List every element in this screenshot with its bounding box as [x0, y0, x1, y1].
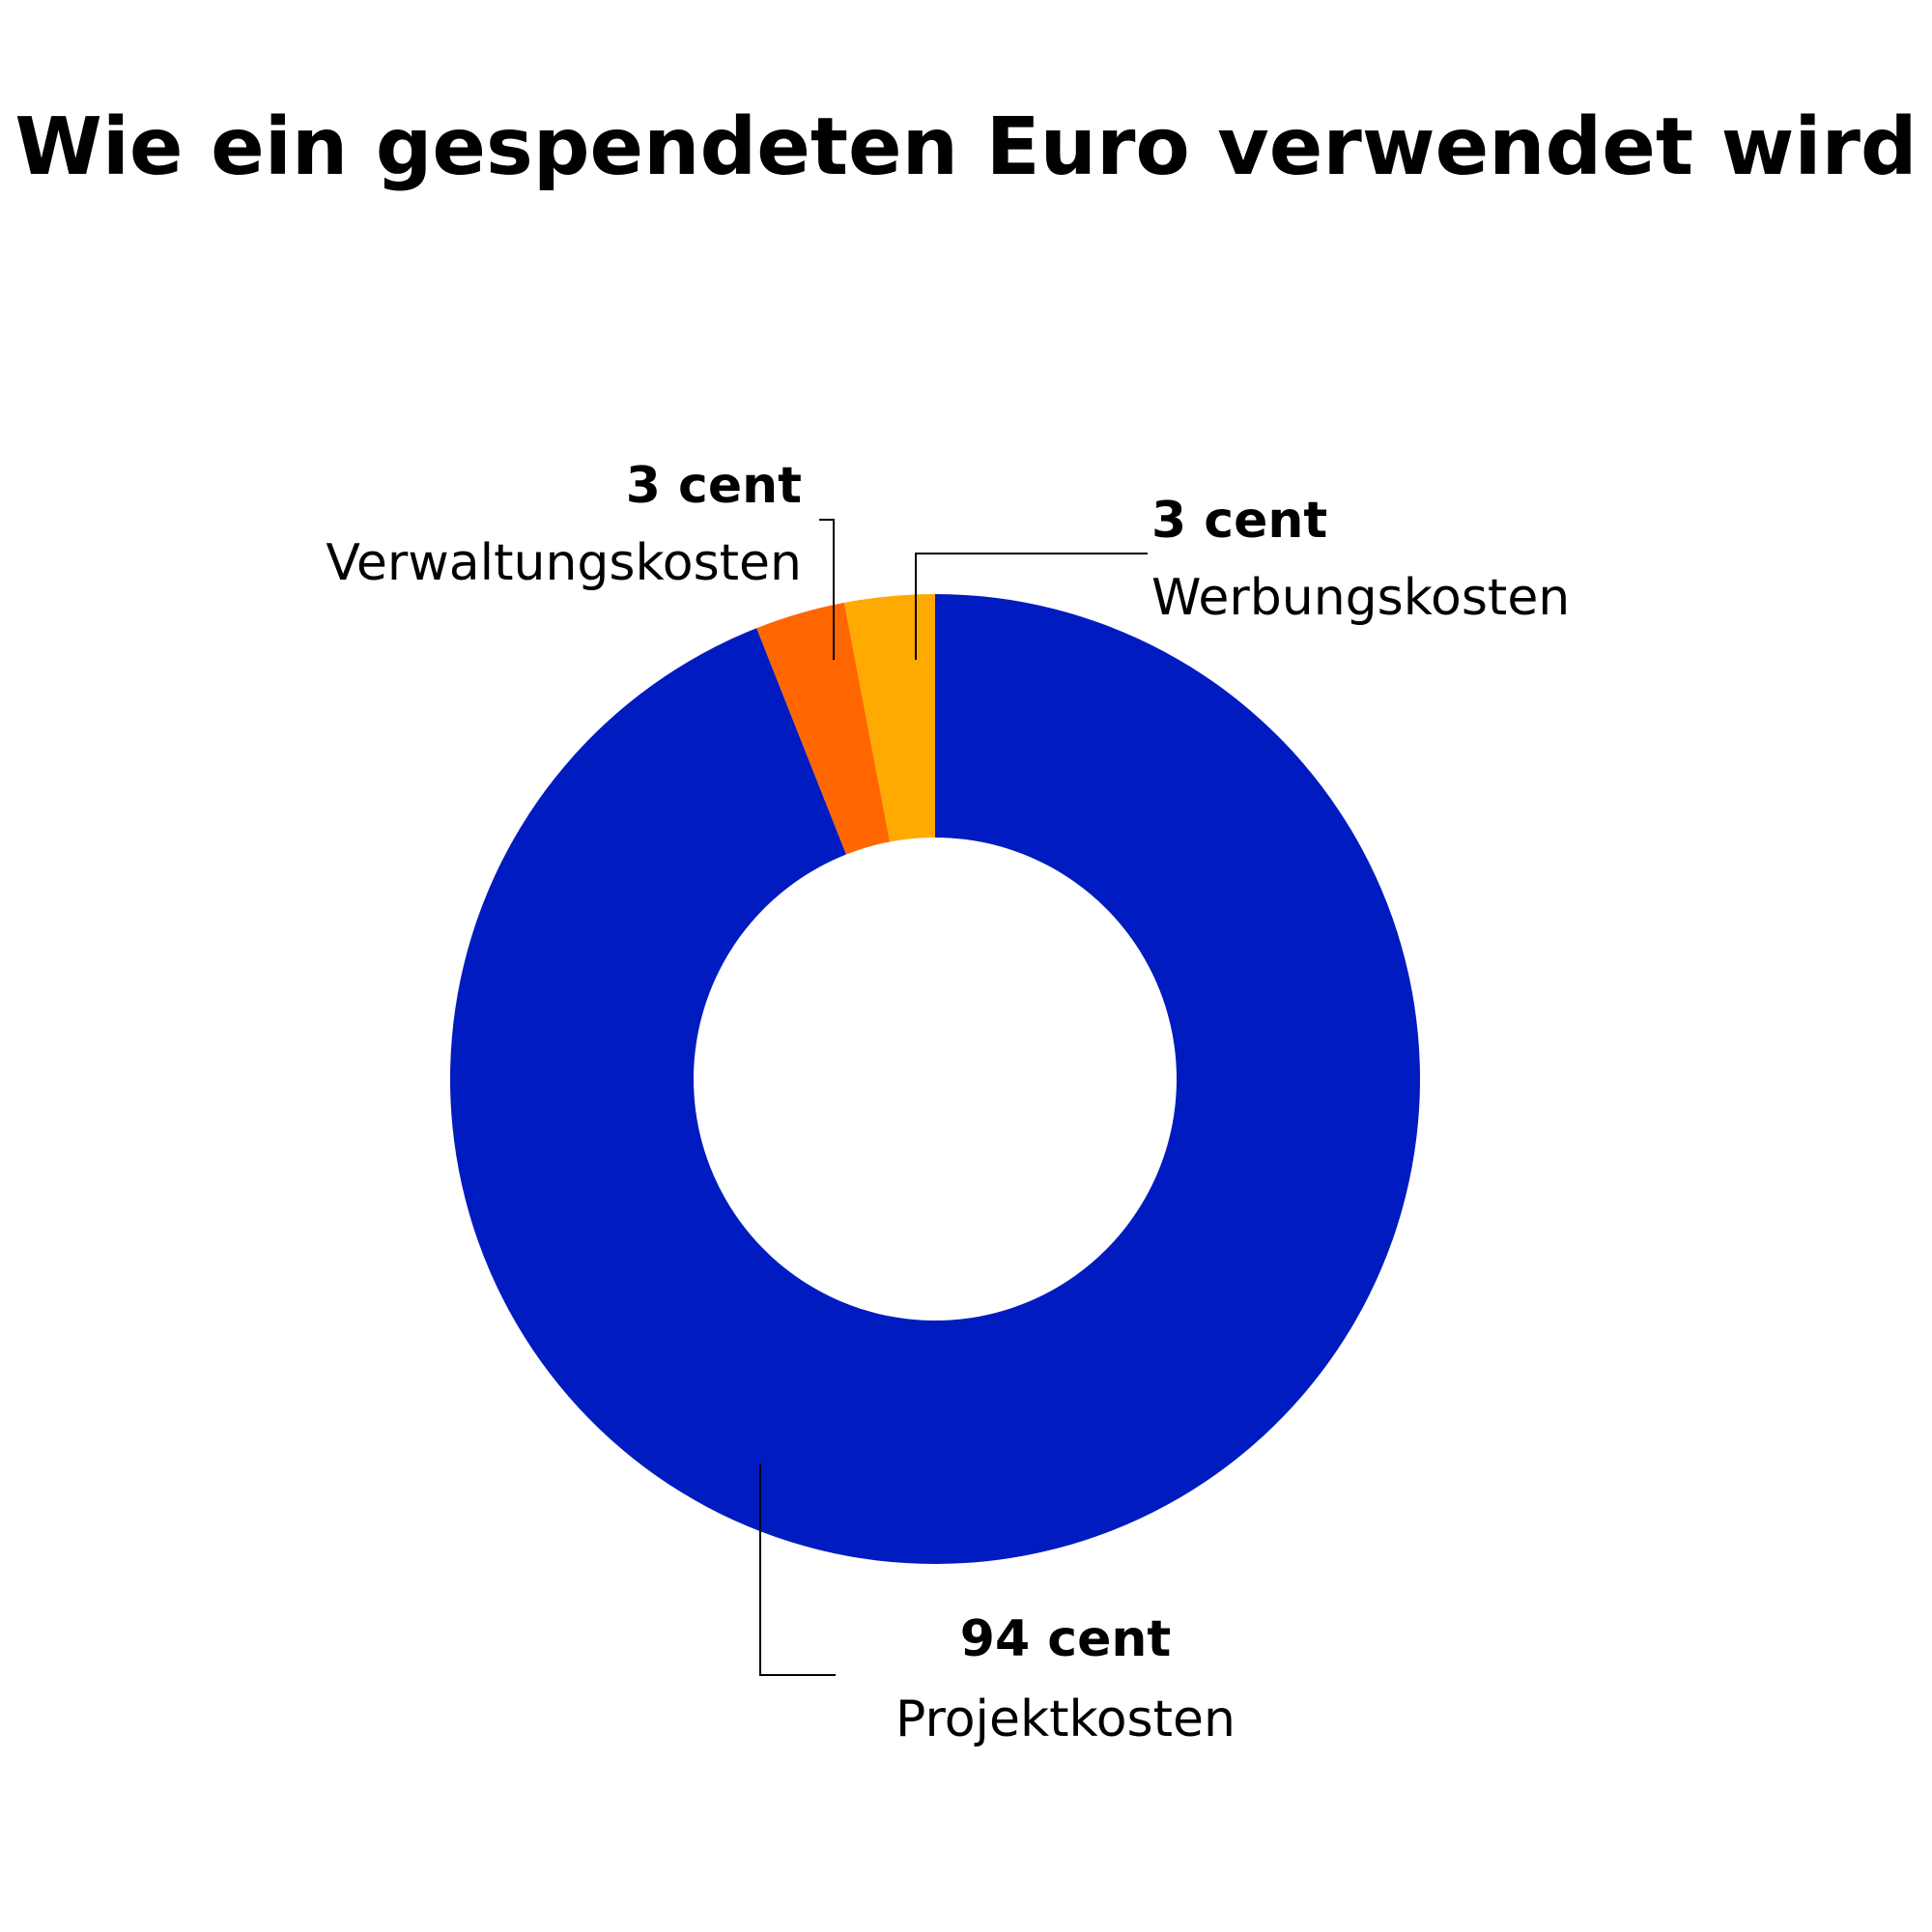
slice-verwaltungskosten	[756, 602, 891, 855]
donut-slices	[449, 594, 1420, 1564]
category-label-verwaltungskosten: Verwaltungskosten	[326, 534, 802, 592]
value-label-projektkosten: 94 cent	[960, 1610, 1171, 1668]
value-label-verwaltungskosten: 3 cent	[626, 457, 802, 515]
category-label-projektkosten: Projektkosten	[895, 1690, 1236, 1748]
leader-werbungskosten	[915, 553, 1148, 660]
value-label-werbungskosten: 3 cent	[1151, 492, 1327, 550]
slice-werbungskosten	[843, 594, 935, 842]
slice-projektkosten	[449, 594, 1420, 1564]
category-label-werbungskosten: Werbungskosten	[1151, 569, 1570, 627]
chart-title: Wie ein gespendeten Euro verwendet wird	[14, 101, 1917, 193]
leader-verwaltungskosten	[819, 519, 835, 660]
leader-projektkosten	[759, 1463, 836, 1676]
